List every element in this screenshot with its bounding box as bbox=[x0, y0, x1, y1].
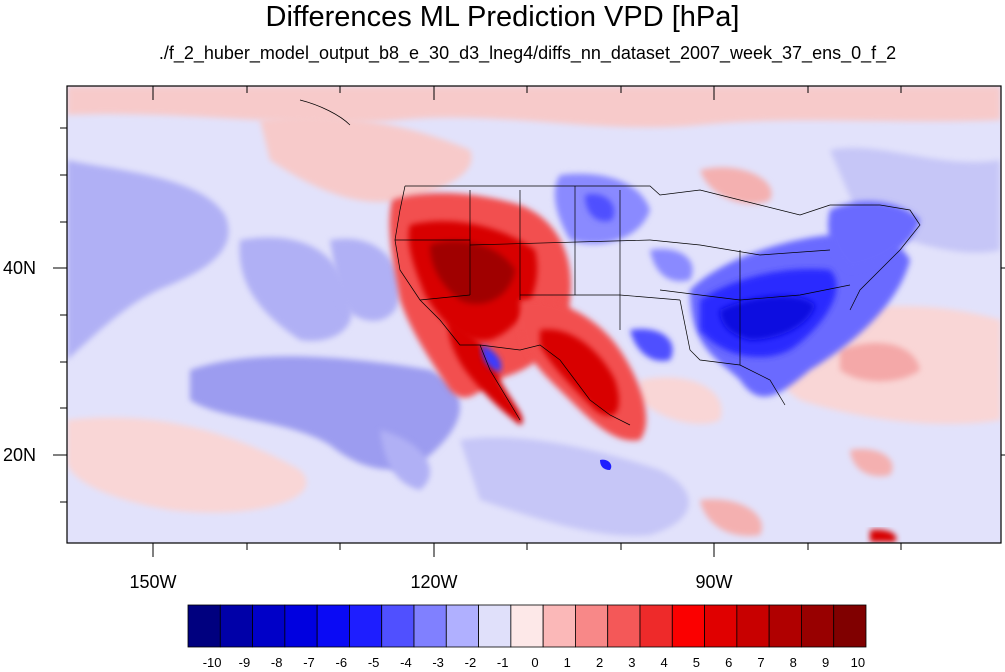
colorbar-box bbox=[671, 604, 705, 648]
colorbar-label: -3 bbox=[432, 655, 444, 670]
colorbar-box bbox=[316, 604, 350, 648]
colorbar-box bbox=[381, 604, 415, 648]
lon-label-90w: 90W bbox=[695, 572, 733, 592]
colorbar-box bbox=[639, 604, 673, 648]
colorbar-label: -1 bbox=[496, 655, 509, 670]
lon-label-120w: 120W bbox=[410, 572, 458, 592]
map-subtitle: ./f_2_huber_model_output_b8_e_30_d3_lneg… bbox=[158, 43, 897, 63]
colorbar-box bbox=[768, 604, 802, 648]
boundary-lines bbox=[299, 99, 921, 426]
colorbar-label: -6 bbox=[335, 655, 348, 670]
lon-ticks bbox=[152, 86, 902, 557]
colorbar-label: 10 bbox=[850, 655, 866, 670]
colorbar-label: -8 bbox=[270, 655, 283, 670]
colorbar-box bbox=[801, 604, 835, 648]
difference-field bbox=[67, 86, 1001, 543]
colorbar-box bbox=[542, 604, 576, 648]
colorbar-box bbox=[833, 604, 867, 648]
colorbar-box bbox=[704, 604, 738, 648]
colorbar-label: -4 bbox=[400, 655, 412, 670]
colorbar-label: -9 bbox=[238, 655, 251, 670]
colorbar-box bbox=[510, 604, 544, 648]
colorbar-label: -5 bbox=[367, 655, 380, 670]
colorbar-label: 6 bbox=[725, 655, 733, 670]
colorbar-label: 3 bbox=[628, 655, 636, 670]
lat-ticks bbox=[53, 127, 1005, 503]
colorbar-label: 7 bbox=[757, 655, 765, 670]
map-title: Differences ML Prediction VPD [hPa] bbox=[265, 1, 740, 33]
colorbar-label: 2 bbox=[595, 655, 604, 670]
colorbar-box bbox=[445, 604, 479, 648]
colorbar-label: 0 bbox=[531, 655, 539, 670]
colorbar-label: 8 bbox=[789, 655, 797, 670]
colorbar-box bbox=[736, 604, 770, 648]
colorbar-box bbox=[413, 604, 447, 648]
colorbar-box bbox=[219, 604, 253, 648]
colorbar-label: 4 bbox=[660, 655, 668, 670]
lat-label-20n: 20N bbox=[2, 445, 36, 465]
colorbar-box bbox=[252, 604, 286, 648]
colorbar-label: -10 bbox=[202, 655, 222, 670]
colorbar-box bbox=[284, 604, 318, 648]
lat-label-40n: 40N bbox=[2, 258, 36, 278]
colorbar-label: -2 bbox=[464, 655, 477, 670]
colorbar-box bbox=[607, 604, 641, 648]
lon-label-150w: 150W bbox=[129, 572, 177, 592]
colorbar-box bbox=[575, 604, 609, 648]
colorbar-label: 1 bbox=[563, 655, 571, 670]
colorbar-label: 9 bbox=[821, 655, 830, 670]
colorbar-box bbox=[187, 604, 221, 648]
colorbar-box bbox=[478, 604, 512, 648]
colorbar-label: -7 bbox=[303, 655, 315, 670]
colorbar-label: 5 bbox=[692, 655, 700, 670]
colorbar-box bbox=[349, 604, 383, 648]
